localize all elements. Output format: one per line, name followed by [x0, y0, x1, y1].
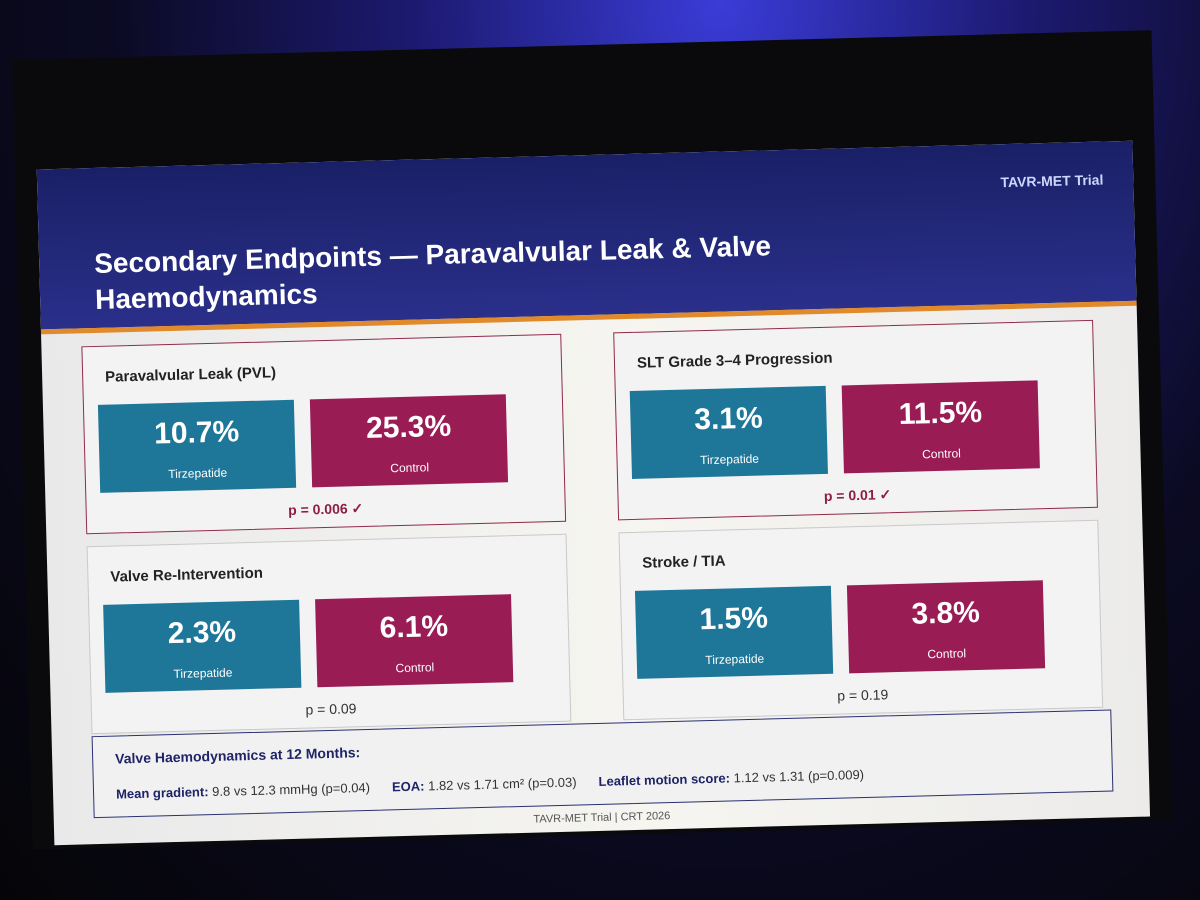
panel-title: Valve Re-Intervention [110, 564, 264, 586]
item-label: Leaflet motion score: [598, 770, 731, 789]
haemodynamics-item: EOA: 1.82 vs 1.71 cm² (p=0.03) [392, 775, 577, 795]
control-value: 25.3% [365, 409, 452, 445]
haemodynamics-item: Mean gradient: 9.8 vs 12.3 mmHg (p=0.04) [116, 780, 370, 802]
control-label: Control [927, 646, 967, 662]
control-label: Control [390, 460, 430, 476]
control-value: 11.5% [898, 395, 983, 431]
control-value: 6.1% [379, 609, 449, 645]
treatment-label: Tirzepatide [705, 651, 765, 668]
p-value: p = 0.01 ✓ [823, 486, 892, 504]
slide-header: TAVR-MET Trial Secondary Endpoints — Par… [36, 140, 1137, 335]
p-value: p = 0.09 [305, 700, 357, 718]
header-tag: TAVR-MET Trial [1000, 171, 1104, 191]
treatment-box: 10.7% Tirzepatide [97, 399, 297, 493]
endpoint-panel: SLT Grade 3–4 Progression 3.1% Tirzepatide… [613, 319, 1098, 521]
panel-title: Stroke / TIA [642, 552, 726, 572]
control-value: 3.8% [911, 595, 981, 631]
haemodynamics-title: Valve Haemodynamics at 12 Months: [114, 744, 361, 767]
screen: TAVR-MET Trial Secondary Endpoints — Par… [11, 30, 1173, 850]
item-text: 9.8 vs 12.3 mmHg (p=0.04) [211, 779, 371, 800]
item-label: Mean gradient: [115, 784, 209, 802]
endpoint-panel: Paravalvular Leak (PVL) 10.7% Tirzepatide 2… [81, 333, 567, 535]
p-value: p = 0.006 ✓ [287, 500, 364, 518]
haemodynamics-items: Mean gradient: 9.8 vs 12.3 mmHg (p=0.04)… [116, 766, 886, 802]
control-label: Control [921, 446, 962, 462]
slide: TAVR-MET Trial Secondary Endpoints — Par… [36, 140, 1151, 846]
treatment-value: 3.1% [693, 401, 764, 437]
panel-title: SLT Grade 3–4 Progression [636, 349, 833, 372]
treatment-value: 1.5% [699, 601, 769, 637]
treatment-value: 2.3% [167, 615, 237, 651]
treatment-label: Tirzepatide [699, 451, 760, 468]
treatment-box: 1.5% Tirzepatide [634, 585, 834, 679]
treatment-label: Tirzepatide [173, 665, 233, 682]
treatment-label: Tirzepatide [168, 465, 228, 482]
panel-title: Paravalvular Leak (PVL) [104, 364, 277, 386]
item-text: 1.12 vs 1.31 (p=0.009) [733, 766, 865, 786]
control-box: 3.8% Control [846, 580, 1046, 674]
control-box: 6.1% Control [315, 594, 514, 688]
p-value: p = 0.19 [837, 686, 889, 704]
slide-title: Secondary Endpoints — Paravalvular Leak … [93, 230, 772, 315]
endpoint-panel: Valve Re-Intervention 2.3% Tirzepatide 6.1%… [86, 533, 572, 735]
item-label: EOA: [391, 778, 425, 795]
treatment-box: 2.3% Tirzepatide [103, 599, 302, 693]
endpoint-panel: Stroke / TIA 1.5% Tirzepatide 3.8% Control p … [618, 519, 1104, 721]
item-text: 1.82 vs 1.71 cm² (p=0.03) [427, 774, 577, 794]
treatment-value: 10.7% [153, 415, 240, 451]
control-box: 25.3% Control [309, 394, 509, 488]
treatment-box: 3.1% Tirzepatide [629, 385, 828, 479]
control-label: Control [395, 660, 435, 676]
haemodynamics-item: Leaflet motion score: 1.12 vs 1.31 (p=0.… [598, 767, 864, 789]
control-box: 11.5% Control [841, 380, 1040, 474]
